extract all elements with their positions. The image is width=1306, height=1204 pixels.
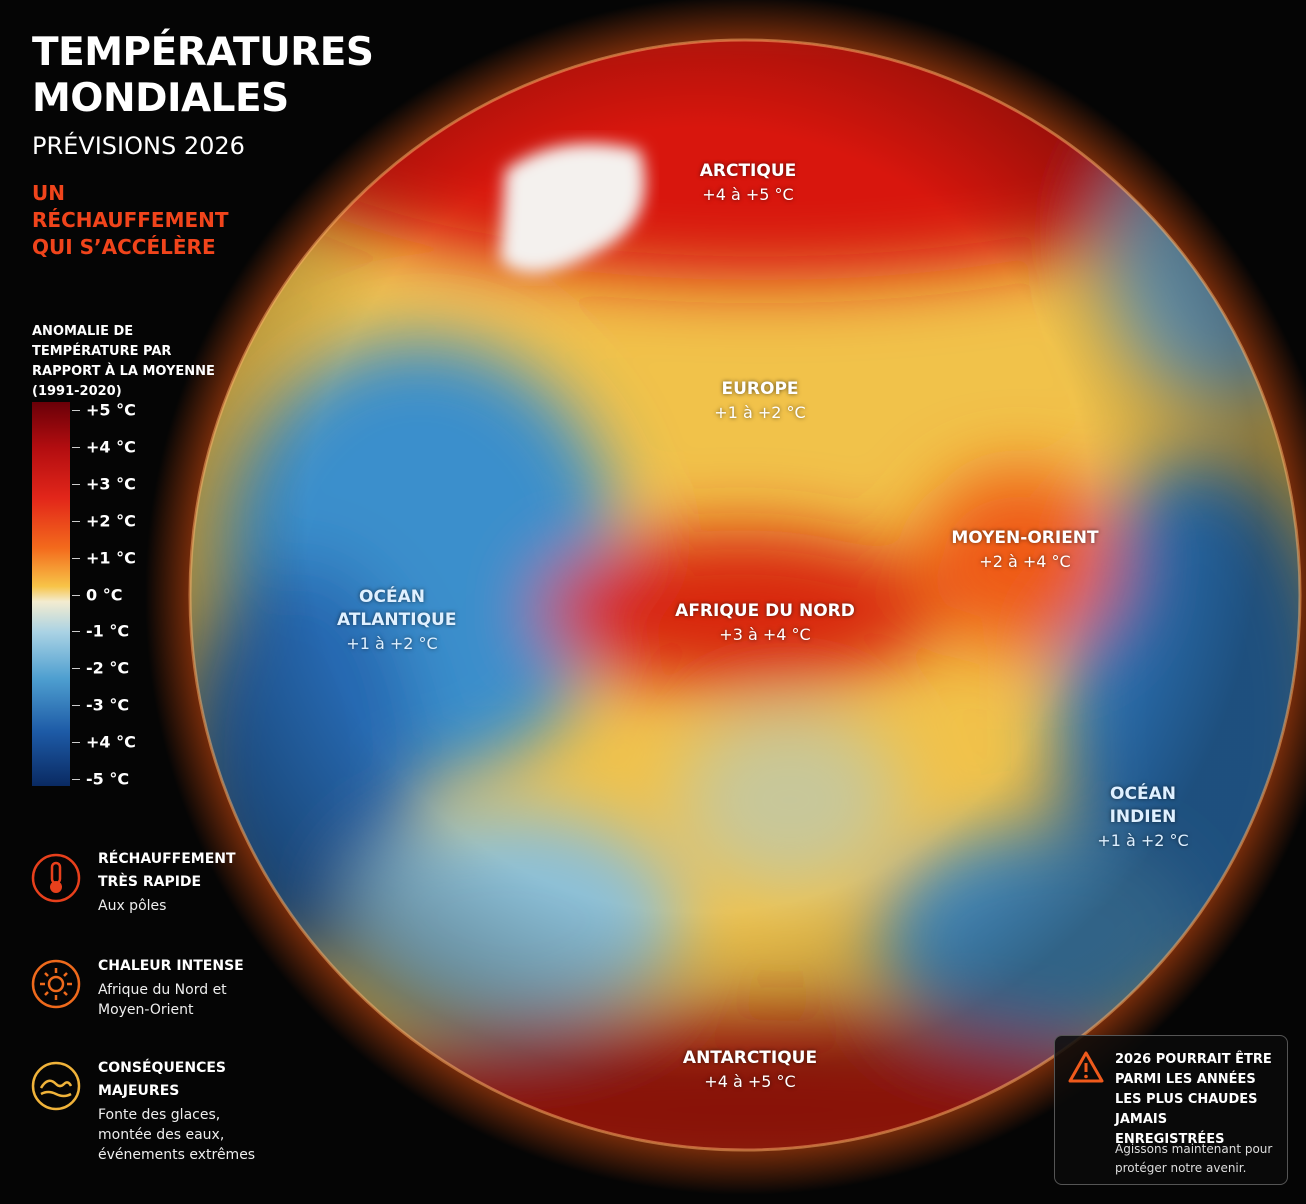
legend-label: -1 °C <box>86 621 130 641</box>
legend-tick <box>72 594 80 596</box>
region-value: +1 à +2 °C <box>346 634 438 653</box>
legend-label: -5 °C <box>86 769 130 789</box>
callout-heading: 2026 POURRAIT ÊTRE PARMI LES ANNÉES LES … <box>1115 1052 1272 1147</box>
legend-tick <box>72 631 80 633</box>
legend-tick <box>72 410 80 411</box>
item-heading: RÉCHAUFFEMENT TRÈS RAPIDE <box>98 851 236 890</box>
region-name: MOYEN-ORIENT <box>951 528 1099 548</box>
legend-label: +3 °C <box>86 474 136 494</box>
subtitle: PRÉVISIONS 2026 <box>32 132 245 160</box>
region-name: AFRIQUE DU NORD <box>675 601 855 621</box>
legend-label: +1 °C <box>86 548 136 568</box>
callout: 2026 POURRAIT ÊTRE PARMI LES ANNÉES LES … <box>1054 1035 1288 1185</box>
item-text: Aux pôles <box>98 898 167 914</box>
region-name: ANTARCTIQUE <box>682 1048 818 1068</box>
legend-label: 0 °C <box>86 585 123 604</box>
legend-label: +2 °C <box>86 511 136 531</box>
item-heading: CHALEUR INTENSE <box>98 958 244 974</box>
region-label: ANTARCTIQUE +4 à +5 °C <box>683 1047 817 1093</box>
legend-label: -2 °C <box>86 658 130 678</box>
region-value: +3 à +4 °C <box>719 625 811 644</box>
legend-label: -3 °C <box>86 695 130 715</box>
region-name: OCÉAN ATLANTIQUE <box>337 587 457 630</box>
legend-tick <box>72 705 80 707</box>
region-label: MOYEN-ORIENT +2 à +4 °C <box>951 527 1098 573</box>
legend-title: ANOMALIE DE TEMPÉRATURE PAR RAPPORT À LA… <box>32 324 215 399</box>
legend-tick <box>72 779 80 780</box>
region-name: ARCTIQUE <box>699 161 797 181</box>
legend-label: +4 °C <box>86 732 136 752</box>
legend-tick <box>72 557 80 559</box>
legend-colorbar <box>32 402 70 786</box>
warning-icon <box>1068 1051 1104 1083</box>
tagline: UN RÉCHAUFFEMENT QUI S’ACCÉLÈRE <box>32 181 229 259</box>
legend-label: +4 °C <box>86 437 136 457</box>
region-value: +1 à +2 °C <box>714 403 806 422</box>
title: TEMPÉRATURES MONDIALES <box>32 30 374 121</box>
icon-sun <box>31 959 81 1009</box>
legend-label: +5 °C <box>86 400 136 420</box>
region-label: EUROPE +1 à +2 °C <box>714 378 805 424</box>
legend-tick <box>72 520 80 522</box>
legend-tick <box>72 668 80 670</box>
region-value: +4 à +5 °C <box>704 1072 796 1091</box>
region-value: +2 à +4 °C <box>979 552 1071 571</box>
item-text: Afrique du Nord et Moyen-Orient <box>98 982 227 1018</box>
region-value: +4 à +5 °C <box>702 185 794 204</box>
legend-tick <box>72 483 80 485</box>
region-label: ARCTIQUE +4 à +5 °C <box>700 160 797 206</box>
item-text: Fonte des glaces, montée des eaux, événe… <box>98 1107 256 1163</box>
region-label: OCÉAN ATLANTIQUE +1 à +2 °C <box>337 586 457 655</box>
region-name: OCÉAN INDIEN <box>1109 784 1177 827</box>
icon-wave <box>31 1061 81 1111</box>
region-value: +1 à +2 °C <box>1097 831 1189 850</box>
legend-tick <box>72 742 80 744</box>
region-label: OCÉAN INDIEN +1 à +2 °C <box>1088 783 1198 852</box>
legend-tick <box>72 446 80 448</box>
icon-thermometer <box>31 853 81 903</box>
callout-text: Agissons maintenant pour protéger notre … <box>1115 1142 1273 1175</box>
region-name: EUROPE <box>721 379 799 399</box>
item-heading: CONSÉQUENCES MAJEURES <box>98 1060 227 1099</box>
region-label: AFRIQUE DU NORD +3 à +4 °C <box>675 600 855 646</box>
rim <box>188 38 1302 1152</box>
